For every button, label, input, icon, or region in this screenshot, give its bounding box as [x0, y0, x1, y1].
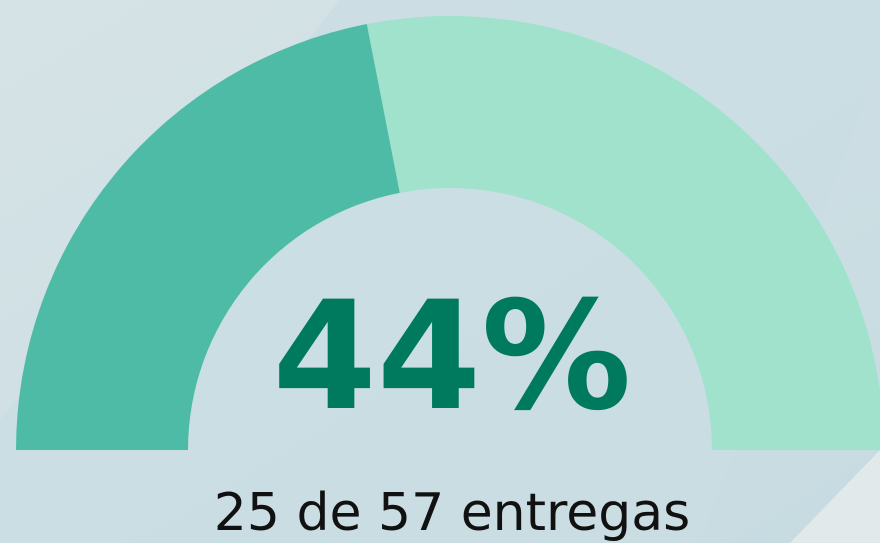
background-stripe — [790, 450, 880, 543]
value-label: 44% — [272, 270, 631, 444]
caption: 25 de 57 entregas — [214, 483, 690, 543]
gauge-track — [366, 16, 880, 450]
gauge — [16, 16, 880, 451]
gauge-fill — [16, 24, 400, 451]
